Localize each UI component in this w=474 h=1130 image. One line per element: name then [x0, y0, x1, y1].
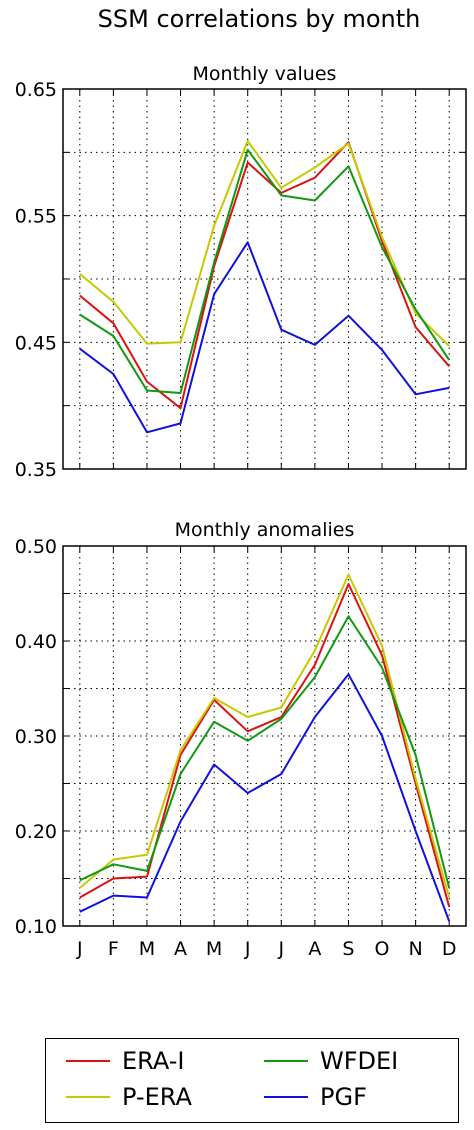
legend-item-wfdei: WFDEI	[264, 1047, 398, 1075]
legend: ERA-I WFDEI P-ERA PGF	[45, 1038, 459, 1123]
panel-title: Monthly values	[193, 63, 337, 85]
series-line-p-era	[79, 573, 451, 898]
legend-swatch	[264, 1060, 308, 1062]
legend-label: ERA-I	[122, 1047, 185, 1075]
series-line-wfdei	[79, 615, 451, 889]
x-tick-label: N	[409, 938, 423, 960]
figure-title: SSM correlations by month	[98, 5, 421, 33]
y-tick-label: 0.55	[15, 206, 57, 228]
series-line-era-i	[79, 583, 451, 908]
y-tick-label: 0.20	[15, 821, 57, 843]
x-tick-label: A	[174, 938, 187, 960]
legend-label: PGF	[320, 1083, 367, 1111]
series-line-pgf	[79, 241, 450, 434]
x-tick-label: O	[375, 938, 390, 960]
x-tick-label: F	[108, 938, 119, 960]
legend-item-p-era: P-ERA	[66, 1083, 192, 1111]
x-tick-label: M	[139, 938, 155, 960]
x-tick-label: J	[277, 938, 284, 960]
y-tick-label: 0.65	[15, 79, 57, 101]
series-line-pgf	[79, 673, 451, 922]
x-tick-label: M	[206, 938, 222, 960]
legend-label: P-ERA	[122, 1083, 192, 1111]
x-tick-label: D	[442, 938, 457, 960]
series-line-era-i	[79, 141, 450, 410]
chart-monthly-values: Monthly values 0.35 0.45 0.55 0.65	[15, 63, 467, 481]
x-tick-label: A	[308, 938, 321, 960]
legend-swatch	[264, 1096, 308, 1098]
x-tick-label: J	[76, 938, 83, 960]
legend-swatch	[66, 1060, 110, 1062]
axes-frame	[62, 545, 467, 927]
y-tick-label: 0.35	[15, 459, 57, 481]
legend-item-pgf: PGF	[264, 1083, 367, 1111]
y-tick-label: 0.30	[15, 726, 57, 748]
x-tick-label: J	[244, 938, 251, 960]
y-tick-label: 0.45	[15, 332, 57, 354]
axes-frame	[62, 88, 467, 470]
y-tick-label: 0.40	[15, 631, 57, 653]
legend-label: WFDEI	[320, 1047, 399, 1075]
series-line-p-era	[79, 139, 450, 347]
legend-swatch	[66, 1096, 110, 1098]
legend-item-era-i: ERA-I	[66, 1047, 185, 1075]
x-tick-label: S	[342, 938, 354, 960]
series-line-wfdei	[79, 148, 451, 394]
panel-title: Monthly anomalies	[175, 519, 355, 541]
y-tick-label: 0.10	[15, 916, 57, 938]
y-tick-label: 0.50	[15, 536, 57, 558]
